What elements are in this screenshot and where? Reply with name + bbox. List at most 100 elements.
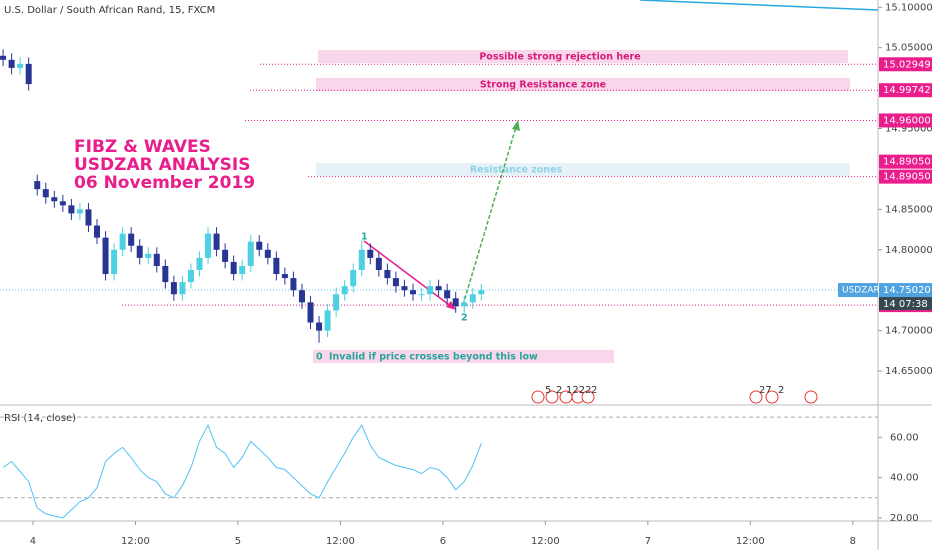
- level-tag: [879, 83, 932, 98]
- y-tick-label: 14.65000: [885, 366, 932, 377]
- candle-body: [76, 209, 83, 214]
- y-tick-label: 14.80000: [885, 245, 932, 256]
- candle-body: [59, 201, 66, 206]
- level-tag: [879, 169, 932, 184]
- candle-body: [281, 274, 288, 279]
- rejection-box: [318, 50, 848, 63]
- candle-body: [350, 270, 357, 287]
- level-label: 14.89050: [883, 157, 931, 168]
- event-icons: [531, 390, 818, 404]
- candle-body: [213, 233, 220, 250]
- rsi-line: [2, 423, 482, 519]
- symbol-label: USDZAR: [842, 286, 880, 296]
- rsi-label: RSI (14, close): [4, 413, 76, 424]
- candle-body: [409, 290, 416, 295]
- candle-body: [367, 249, 374, 258]
- candle-body: [136, 245, 143, 258]
- wave-label: 2: [461, 313, 468, 324]
- rsi-tick-label: 40.00: [890, 473, 919, 484]
- projection-arrow: [462, 126, 517, 306]
- zones-box: [316, 163, 850, 176]
- candle-body: [179, 282, 186, 295]
- candle-body: [358, 249, 365, 270]
- candle-body: [205, 233, 212, 258]
- candle-body: [298, 290, 305, 303]
- x-tick-label: 6: [440, 536, 446, 547]
- wave-label: 1: [361, 232, 368, 243]
- x-tick-label: 5: [235, 536, 241, 547]
- x-tick-label: 12:00: [531, 536, 560, 547]
- candle-body: [427, 286, 434, 295]
- x-tick-label: 12:00: [326, 536, 355, 547]
- candle-body: [170, 282, 177, 295]
- level-tag: [879, 154, 932, 169]
- candle-body: [384, 270, 391, 279]
- candle-body: [273, 257, 280, 275]
- candle-body: [222, 249, 229, 262]
- arrow-head: [446, 301, 456, 310]
- y-tick-label: 14.95000: [885, 124, 932, 135]
- countdown-tag: [879, 297, 932, 311]
- rejection-text: Possible strong rejection here: [479, 52, 640, 63]
- candle-body: [25, 63, 32, 85]
- candle-body: [196, 257, 203, 270]
- candle-body: [307, 302, 314, 323]
- last-price-tag: [879, 283, 932, 298]
- headline: USDZAR ANALYSIS: [74, 155, 251, 175]
- x-tick-label: 12:00: [736, 536, 765, 547]
- candle-body: [239, 265, 246, 275]
- chart-title: U.S. Dollar / South African Rand, 15, FX…: [4, 5, 215, 16]
- candle-body: [85, 209, 92, 226]
- candle-body: [42, 189, 49, 198]
- rsi-tick-label: 20.00: [890, 513, 919, 524]
- last-price-label: 14.75020: [883, 285, 931, 296]
- event-count: 5: [545, 385, 551, 396]
- invalid-text: Invalid if price crosses beyond this low: [329, 352, 538, 363]
- arrow-head: [512, 120, 520, 131]
- candle-body: [187, 270, 194, 283]
- candle-body: [111, 249, 118, 275]
- event-count: 1222: [566, 385, 591, 396]
- candle-body: [316, 322, 323, 331]
- event-count: 27: [759, 385, 772, 396]
- candle-body: [444, 290, 451, 299]
- invalid-box: [313, 350, 614, 363]
- event-icon: [749, 390, 763, 404]
- event-count: 2: [778, 385, 784, 396]
- event-count: 2: [556, 385, 562, 396]
- candle-body: [333, 294, 340, 311]
- candle-body: [392, 278, 399, 287]
- rsi-tick-label: 60.00: [890, 432, 919, 443]
- level-label: 14.89050: [883, 172, 931, 183]
- candle-body: [162, 265, 169, 283]
- candle-body: [102, 237, 109, 275]
- event-icon: [581, 390, 595, 404]
- resistance-text: Strong Resistance zone: [480, 80, 606, 91]
- candle-body: [230, 261, 237, 275]
- event-icon: [531, 390, 545, 404]
- resistance-box: [316, 78, 850, 91]
- candle-body: [452, 298, 459, 307]
- candle-body: [256, 241, 263, 250]
- candle-body: [145, 253, 152, 258]
- candle-body: [461, 302, 468, 307]
- candle-body: [34, 181, 41, 190]
- candle-body: [247, 241, 254, 266]
- candle-body: [8, 59, 15, 68]
- candle-body: [324, 310, 331, 331]
- x-tick-label: 4: [30, 536, 36, 547]
- invalid-num: 0: [316, 352, 323, 363]
- candle-body: [153, 253, 160, 266]
- candle-body: [51, 197, 58, 202]
- candle-body: [128, 233, 135, 246]
- candle-body: [17, 63, 24, 68]
- event-icon: [545, 390, 559, 404]
- event-icon: [804, 390, 818, 404]
- y-tick-label: 15.10000: [885, 2, 932, 13]
- candle-body: [0, 55, 7, 60]
- candle-body: [119, 233, 126, 250]
- x-tick-label: 7: [645, 536, 651, 547]
- headline: 06 November 2019: [74, 173, 255, 193]
